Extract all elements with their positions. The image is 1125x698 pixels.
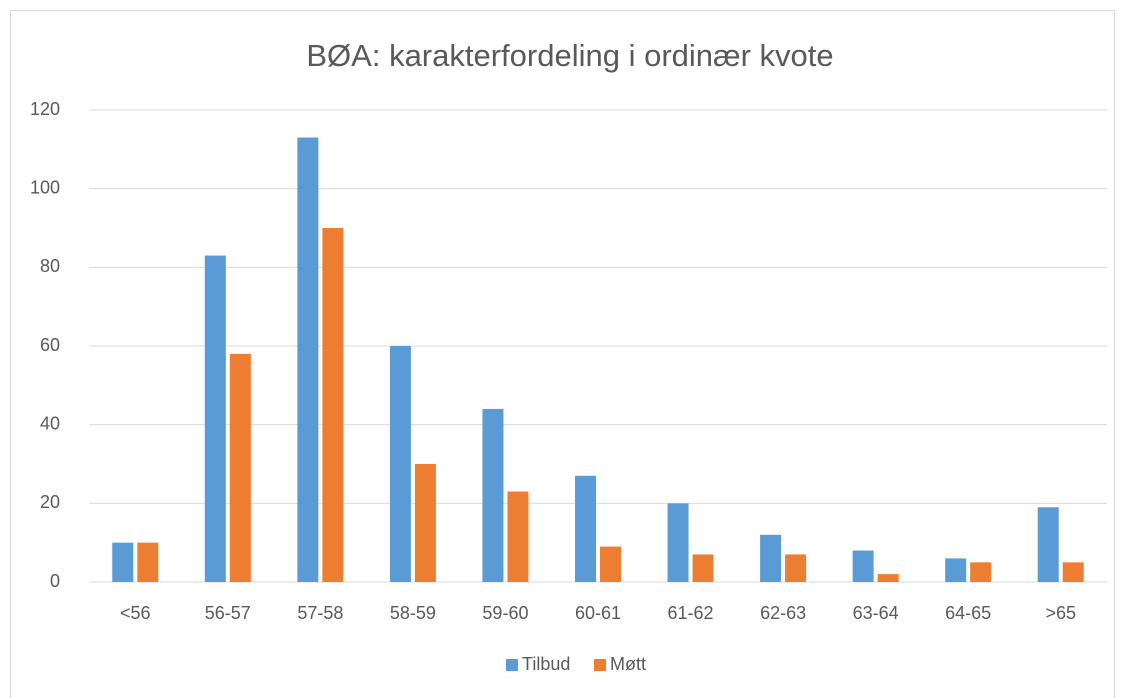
x-tick-label: 60-61 xyxy=(575,603,621,623)
bar xyxy=(600,546,621,582)
x-tick-label: 63-64 xyxy=(853,603,899,623)
x-tick-label: 59-60 xyxy=(482,603,528,623)
y-tick-label: 80 xyxy=(40,256,60,276)
bar xyxy=(204,255,226,583)
bar xyxy=(482,408,504,582)
bar xyxy=(229,353,251,582)
x-tick-label: 62-63 xyxy=(760,603,806,623)
bar xyxy=(389,346,411,582)
y-tick-label: 40 xyxy=(40,413,60,433)
bar xyxy=(852,550,874,582)
bar xyxy=(877,574,899,582)
bar xyxy=(137,542,159,582)
bar xyxy=(322,228,344,582)
chart-border xyxy=(10,10,1115,698)
bar xyxy=(575,475,596,582)
bar xyxy=(692,554,714,582)
x-tick-label: 64-65 xyxy=(945,603,991,623)
legend-swatch xyxy=(594,659,606,671)
chart-title: BØA: karakterfordeling i ordinær kvote xyxy=(306,38,833,73)
bar xyxy=(760,534,782,582)
x-tick-label: 57-58 xyxy=(297,603,343,623)
x-tick-label: 61-62 xyxy=(668,603,714,623)
bar xyxy=(414,464,436,582)
legend-label: Tilbud xyxy=(522,654,570,674)
bar xyxy=(112,542,134,582)
x-tick-label: 56-57 xyxy=(205,603,251,623)
legend-swatch xyxy=(506,659,518,671)
bar xyxy=(667,503,689,582)
bar xyxy=(970,562,992,582)
bar xyxy=(297,137,319,583)
x-tick-label: <56 xyxy=(120,603,151,623)
y-tick-label: 60 xyxy=(40,335,60,355)
bar xyxy=(785,554,807,582)
bar xyxy=(945,558,967,582)
y-tick-label: 0 xyxy=(50,571,60,591)
x-tick-label: 58-59 xyxy=(390,603,436,623)
legend-label: Møtt xyxy=(610,654,646,674)
bar xyxy=(1037,507,1059,582)
y-tick-label: 120 xyxy=(30,99,60,119)
bar xyxy=(1062,562,1084,582)
x-tick-label: >65 xyxy=(1045,603,1076,623)
bar xyxy=(507,491,529,582)
y-tick-label: 100 xyxy=(30,177,60,197)
y-tick-label: 20 xyxy=(40,492,60,512)
